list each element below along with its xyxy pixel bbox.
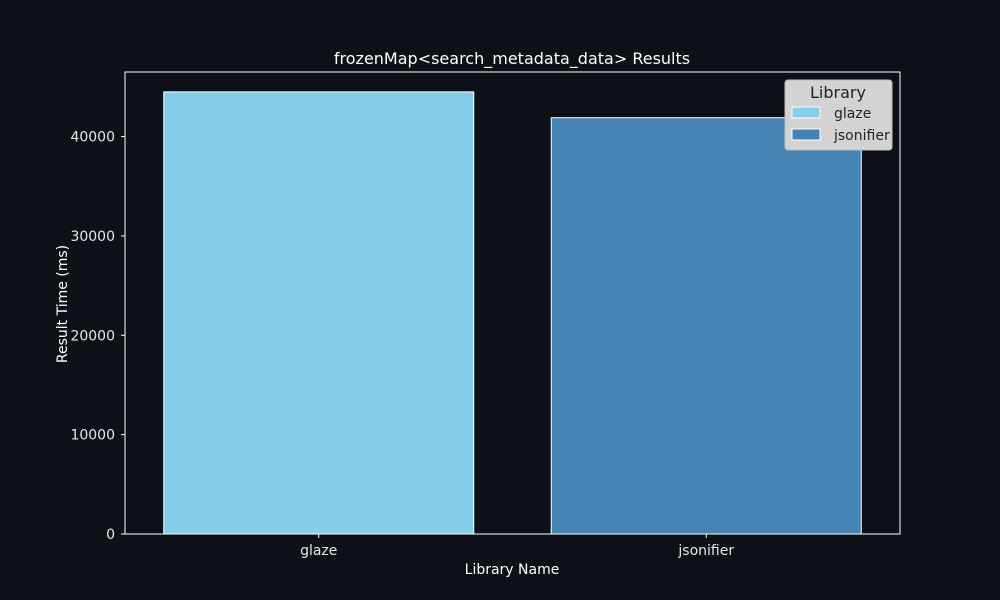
y-tick-label: 0 [106, 527, 115, 543]
legend-swatch-glaze [791, 106, 821, 119]
legend-title: Library [810, 83, 866, 102]
y-tick-label: 40000 [70, 130, 115, 146]
x-axis-label: Library Name [465, 562, 560, 578]
legend: Library glaze jsonifier [784, 79, 893, 151]
legend-label-glaze: glaze [834, 106, 871, 122]
x-tick-label: glaze [300, 543, 337, 559]
chart-title: frozenMap<search_metadata_data> Results [334, 49, 690, 69]
bar-glaze [163, 91, 475, 535]
y-tick-label: 30000 [70, 229, 115, 245]
legend-label-jsonifier: jsonifier [833, 128, 890, 144]
y-tick-label: 10000 [70, 428, 115, 444]
plot-frame [124, 71, 901, 535]
axis-ticks-group: glaze jsonifier 0 10000 20000 30000 40000 [70, 130, 734, 559]
x-tick-label: jsonifier [677, 543, 734, 559]
y-tick-label: 20000 [70, 328, 115, 344]
y-axis-label: Result Time (ms) [55, 245, 71, 363]
legend-swatch-jsonifier [791, 128, 821, 141]
bar-jsonifier [550, 117, 862, 535]
bars-group [163, 91, 862, 535]
